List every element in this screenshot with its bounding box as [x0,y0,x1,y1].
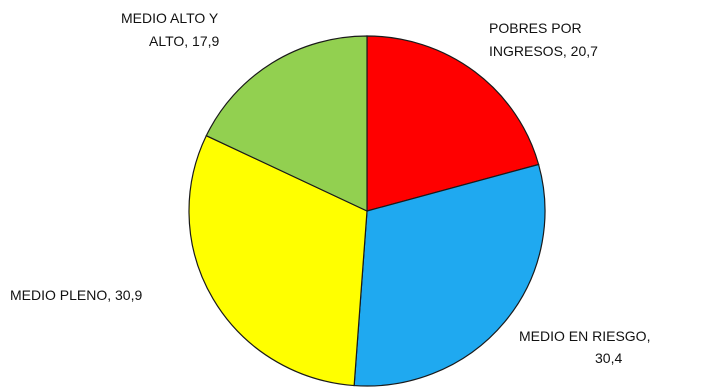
slice-label-medio-pleno: MEDIO PLENO, 30,9 [10,287,142,303]
slice-label-alto-line-2: ALTO, 17,9 [149,33,220,49]
slice-label-riesgo-line-2: 30,4 [595,350,622,366]
pie-slice-medio-alto-y-alto [205,35,368,212]
slice-label-pobres-line-2: INGRESOS, 20,7 [489,43,598,59]
slice-label-medio-en-riesgo: MEDIO EN RIESGO, 30,4 [519,328,654,366]
slice-label-riesgo-line-1: MEDIO EN RIESGO, [519,328,650,344]
slice-label-alto-line-1: MEDIO ALTO Y [121,10,219,26]
slice-label-pobres-line-1: POBRES POR [489,20,582,36]
pie-slice-medio-pleno [188,134,368,387]
slice-label-pobres-por-ingresos: POBRES POR INGRESOS, 20,7 [489,20,598,59]
pie-slice-medio-en-riesgo [353,163,546,387]
slice-label-pleno-line-1: MEDIO PLENO, 30,9 [10,287,142,303]
pie-slice-pobres-por-ingresos [366,35,540,212]
pie-slices [188,35,546,387]
slice-label-medio-alto-y-alto: MEDIO ALTO Y ALTO, 17,9 [121,10,222,49]
